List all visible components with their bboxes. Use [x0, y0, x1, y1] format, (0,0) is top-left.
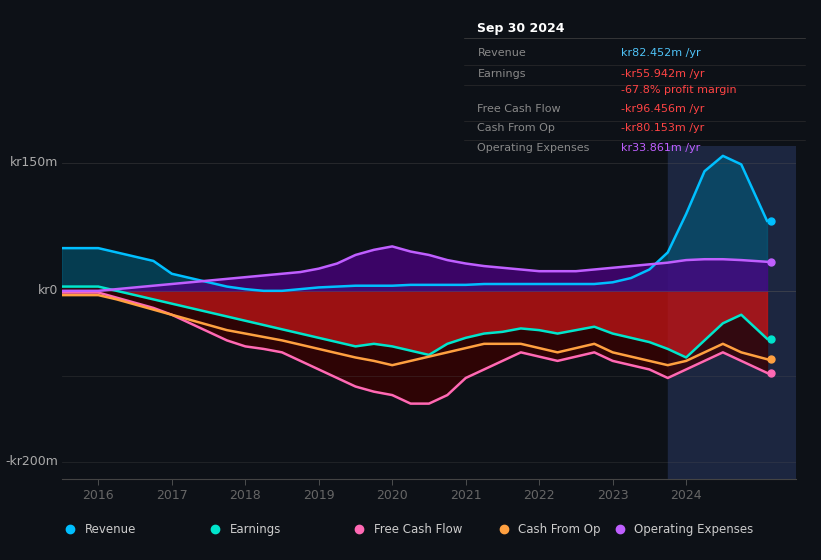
Text: Cash From Op: Cash From Op [478, 123, 555, 133]
Text: Free Cash Flow: Free Cash Flow [478, 104, 561, 114]
Text: kr150m: kr150m [10, 156, 58, 169]
Text: Free Cash Flow: Free Cash Flow [374, 522, 462, 536]
Text: -67.8% profit margin: -67.8% profit margin [621, 85, 736, 95]
Text: kr33.861m /yr: kr33.861m /yr [621, 143, 699, 153]
Text: Earnings: Earnings [229, 522, 281, 536]
Text: Sep 30 2024: Sep 30 2024 [478, 22, 565, 35]
Text: -kr55.942m /yr: -kr55.942m /yr [621, 68, 704, 78]
Bar [667, 146, 796, 479]
Text: Earnings: Earnings [478, 68, 526, 78]
Text: Revenue: Revenue [85, 522, 136, 536]
Text: kr82.452m /yr: kr82.452m /yr [621, 48, 700, 58]
Text: kr0: kr0 [38, 284, 58, 297]
Text: -kr80.153m /yr: -kr80.153m /yr [621, 123, 704, 133]
Text: -kr200m: -kr200m [5, 455, 58, 468]
Text: Operating Expenses: Operating Expenses [634, 522, 753, 536]
Text: -kr96.456m /yr: -kr96.456m /yr [621, 104, 704, 114]
Text: Revenue: Revenue [478, 48, 526, 58]
Text: Cash From Op: Cash From Op [518, 522, 601, 536]
Text: Operating Expenses: Operating Expenses [478, 143, 589, 153]
